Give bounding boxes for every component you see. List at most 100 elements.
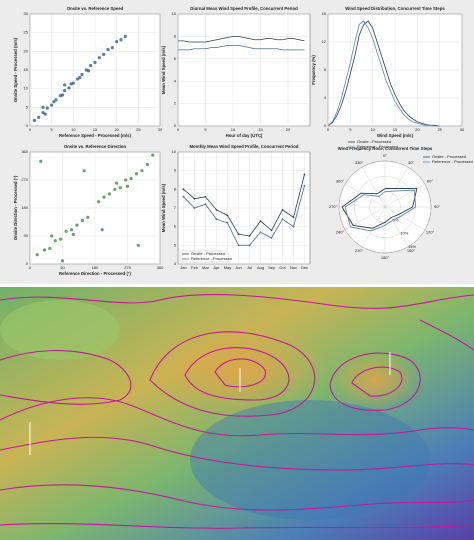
point xyxy=(86,69,91,73)
spoke xyxy=(384,167,409,208)
x-tick-label: Mar xyxy=(202,265,210,270)
spoke xyxy=(384,183,425,208)
point xyxy=(60,93,65,97)
y-tick-label: 0 xyxy=(26,261,29,266)
direction-label: 30° xyxy=(408,160,414,165)
point xyxy=(151,153,155,157)
x-tick-label: 30 xyxy=(158,127,163,132)
x-tick-label: 25 xyxy=(136,127,141,132)
direction-label: 210° xyxy=(355,248,364,253)
contour xyxy=(329,352,421,411)
x-tick-label: 0 xyxy=(29,127,32,132)
y-tick-label: 7 xyxy=(174,205,177,210)
x-tick-label: Nov xyxy=(290,265,297,270)
point xyxy=(86,215,90,219)
point xyxy=(259,231,262,234)
point xyxy=(204,203,207,206)
y-axis-label: Mean Wind Speed (m/s) xyxy=(161,45,166,94)
point xyxy=(226,222,229,224)
point xyxy=(75,223,79,227)
point xyxy=(42,248,47,252)
y-tick-label: 25 xyxy=(24,30,29,35)
point xyxy=(89,63,93,68)
point xyxy=(182,195,185,198)
series-line xyxy=(178,36,305,43)
r-tick-label: 5% xyxy=(393,217,399,222)
x-tick-label: 360 xyxy=(157,265,164,270)
contour xyxy=(351,366,403,397)
point xyxy=(193,197,196,200)
y-tick-label: 30 xyxy=(24,11,29,16)
rose-line xyxy=(341,187,418,229)
point xyxy=(193,207,196,209)
y-tick-label: 5 xyxy=(26,104,29,109)
point xyxy=(67,86,71,90)
point xyxy=(204,195,207,198)
legend-label: Onsite - Processed xyxy=(191,251,225,256)
x-tick-label: 10 xyxy=(370,127,375,132)
point xyxy=(59,237,63,241)
x-axis-label: Reference Direction - Processed (°) xyxy=(59,271,131,276)
x-tick-label: Oct xyxy=(279,265,286,270)
x-tick-label: May xyxy=(224,265,232,270)
y-tick-label: 0 xyxy=(174,123,177,128)
x-tick-label: 10 xyxy=(71,127,76,132)
point xyxy=(182,188,185,191)
direction-label: 60° xyxy=(427,179,433,184)
y-tick-label: 6 xyxy=(174,224,177,229)
point xyxy=(69,228,74,232)
point xyxy=(226,214,229,217)
terrain-low xyxy=(190,400,430,520)
series-line xyxy=(178,44,305,51)
point xyxy=(303,184,306,187)
point xyxy=(136,243,140,247)
contour xyxy=(0,349,132,405)
contour xyxy=(184,347,290,401)
y-tick-label: 12 xyxy=(322,39,327,44)
x-tick-label: 15 xyxy=(93,127,98,132)
x-tick-label: 5 xyxy=(51,127,54,132)
point xyxy=(107,192,112,196)
spoke xyxy=(361,167,386,208)
direction-label: 300° xyxy=(336,179,345,184)
legend-label: Onsite - Processed xyxy=(432,154,466,159)
point xyxy=(48,246,52,251)
x-tick-label: 5 xyxy=(204,127,207,132)
x-tick-label: 15 xyxy=(393,127,398,132)
x-tick-label: 180 xyxy=(92,265,99,270)
point xyxy=(110,46,114,50)
spoke xyxy=(384,206,425,231)
point xyxy=(97,200,101,204)
x-tick-label: 5 xyxy=(349,127,352,132)
point xyxy=(43,112,47,116)
chart-title: Monthly Mean Wind Speed Profile, Concurr… xyxy=(189,144,298,149)
y-tick-label: 20 xyxy=(24,48,29,53)
y-axis-label: Onsite Speed - Processed (m/s) xyxy=(13,37,18,102)
point xyxy=(215,218,218,221)
y-tick-label: 10 xyxy=(172,149,177,154)
x-tick-label: Jul xyxy=(247,265,252,270)
legend-label: Reference - Processed xyxy=(432,159,473,164)
contour xyxy=(0,484,474,511)
point xyxy=(97,56,101,60)
direction-label: 150° xyxy=(407,248,416,253)
point xyxy=(50,103,54,107)
spoke xyxy=(345,206,386,231)
legend-label: Reference - Processed xyxy=(357,144,398,149)
point xyxy=(80,218,84,223)
series-line xyxy=(327,20,440,127)
spoke xyxy=(361,206,386,247)
contour xyxy=(0,523,474,529)
point xyxy=(215,208,218,211)
point xyxy=(63,88,67,93)
y-tick-label: 270 xyxy=(21,177,28,182)
chart-title: Diurnal Mean Wind Speed Profile, Concurr… xyxy=(190,6,298,11)
spoke xyxy=(384,206,409,247)
point xyxy=(35,253,39,257)
x-tick-label: 30 xyxy=(460,127,465,132)
contour xyxy=(0,294,474,309)
direction-label: 240° xyxy=(336,230,345,235)
x-tick-label: 0 xyxy=(327,127,330,132)
mast-markers xyxy=(29,352,391,455)
series-line xyxy=(183,174,305,237)
